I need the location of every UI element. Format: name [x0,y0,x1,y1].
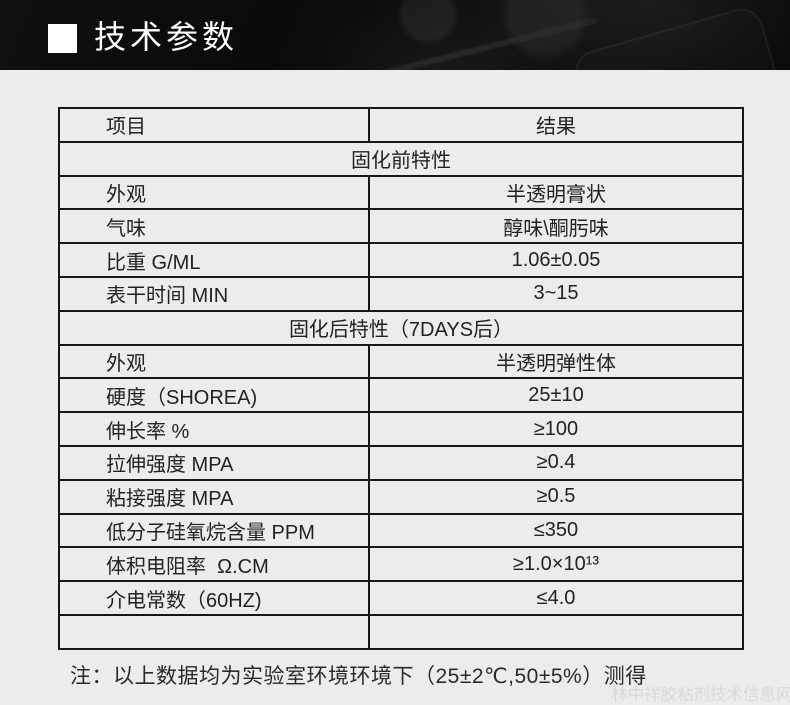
result-cell: 半透明弹性体 [368,343,744,380]
spec-table: 项目 结果 固化前特性 外观 半透明膏状 气味 醇味\酮肟味 比重 G/ML 1.06±0.… [58,107,744,650]
result-cell: 1.06±0.05 [368,242,744,278]
item-cell: 伸长率 % [58,411,370,447]
item-cell: 外观 [58,343,370,380]
result-cell: 25±10 [368,377,744,414]
table-row: 硬度（SHOREA) 25±10 [58,377,744,414]
header-photo-capacitor-shape [500,0,590,60]
result-cell: 3~15 [368,275,744,312]
section-row: 固化前特性 [58,140,744,177]
column-header-result: 结果 [368,107,744,143]
table-row: 粘接强度 MPA ≥0.5 [58,478,744,515]
table-row: 外观 半透明弹性体 [58,343,744,380]
result-cell: 醇味\酮肟味 [368,208,744,245]
result-cell: ≥100 [368,411,744,447]
item-cell: 比重 G/ML [58,242,370,278]
result-cell: ≥1.0×10¹³ [368,546,744,583]
section-row: 固化后特性（7DAYS后） [58,309,744,346]
result-cell: 半透明膏状 [368,174,744,211]
item-cell: 表干时间 MIN [58,275,370,312]
item-cell: 介电常数（60HZ) [58,580,370,616]
result-cell: ≤4.0 [368,580,744,616]
item-cell: 低分子硅氧烷含量 PPM [58,512,370,549]
title-bullet-square [48,24,77,53]
result-cell: ≥0.5 [368,478,744,515]
item-cell: 粘接强度 MPA [58,478,370,515]
section-label: 固化前特性 [58,140,744,177]
result-cell: ≤350 [368,512,744,549]
header-photo-chip-shape [570,3,788,70]
header-photo-streak [343,16,597,70]
result-cell: ≥0.4 [368,444,744,481]
table-row: 气味 醇味\酮肟味 [58,208,744,245]
table-row [58,613,744,650]
watermark: 林中祥胶粘剂技术信息网 [611,686,790,704]
table-row: 拉伸强度 MPA ≥0.4 [58,444,744,481]
header-photo-streak [303,37,518,70]
header-photo-capacitor-shape [396,0,460,46]
table-row: 体积电阻率 Ω.CM ≥1.0×10¹³ [58,546,744,583]
table-row: 低分子硅氧烷含量 PPM ≤350 [58,512,744,549]
footnote: 注：以上数据均为实验室环境环境下（25±2℃,50±5%）测得 [70,665,647,688]
item-cell: 外观 [58,174,370,211]
table-row: 表干时间 MIN 3~15 [58,275,744,312]
column-header-item: 项目 [58,107,370,143]
item-cell: 硬度（SHOREA) [58,377,370,414]
table-row: 介电常数（60HZ) ≤4.0 [58,580,744,616]
item-cell: 体积电阻率 Ω.CM [58,546,370,583]
item-cell: 拉伸强度 MPA [58,444,370,481]
header-band: 技术参数 [0,0,790,70]
table-row: 比重 G/ML 1.06±0.05 [58,242,744,278]
table-row: 外观 半透明膏状 [58,174,744,211]
column-header-row: 项目 结果 [58,107,744,143]
page-title: 技术参数 [94,19,239,55]
item-cell [58,613,370,650]
section-label: 固化后特性（7DAYS后） [58,309,744,346]
spec-table-body: 固化前特性 外观 半透明膏状 气味 醇味\酮肟味 比重 G/ML 1.06±0.05 表干时间… [58,140,744,650]
table-row: 伸长率 % ≥100 [58,411,744,447]
result-cell [368,613,744,650]
item-cell: 气味 [58,208,370,245]
